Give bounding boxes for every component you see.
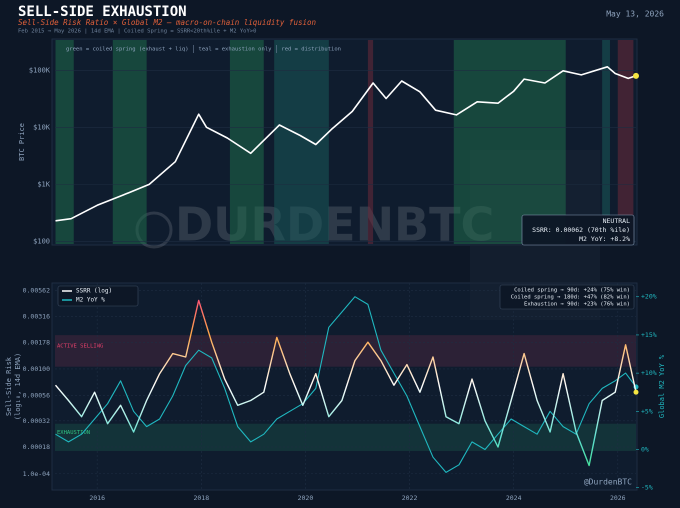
y-tick-label: 0.00316 [23,313,50,321]
zone [55,335,636,367]
y-tick-label: 0.00018 [23,443,50,451]
x-tick-label: 2022 [402,494,418,502]
y-tick-label: 0.00056 [23,391,50,399]
price-line [55,66,637,222]
y2-tick-label: -5% [641,484,653,492]
status-text: M2 YoY: +8.2% [579,235,630,243]
regime-span [274,40,329,244]
regime-span [367,40,374,244]
status-text: NEUTRAL [603,217,630,225]
regime-span [602,40,610,244]
y-tick-label: 0.00032 [23,417,50,425]
regime-key: teal = exhaustion only [199,47,273,53]
note: Feb 2015 → May 2026 | 14d EMA | Coiled S… [18,29,256,35]
ssrr-line [54,299,637,467]
y2-tick-label: +5% [641,407,653,415]
stats-text: Coiled spring → 90d: +24% (75% win) [514,288,630,294]
y-tick-label: $10K [33,123,51,131]
y-tick-label: $100K [29,66,51,74]
watermark: DURDENBTC [175,198,494,252]
y2-tick-label: +10% [641,369,657,377]
y-axis-title: (log₁₀, 14d EMA) [14,353,22,420]
y-tick-label: 0.00562 [23,286,50,294]
regime-span [453,40,566,244]
stats-box [499,284,635,310]
zone-label: EXHAUSTION [57,430,90,436]
regime-span [55,40,74,244]
zone [55,423,636,451]
date: May 13, 2026 [606,10,664,19]
y2-tick-label: +20% [641,293,657,301]
credit: @DurdenBTC [584,478,632,487]
y-axis-title: BTC Price [18,123,26,161]
status-box [521,214,635,246]
legend-box [57,285,139,307]
x-tick-label: 2024 [506,494,522,502]
current-marker [633,389,639,395]
y-tick-label: 1.0e-04 [23,470,50,478]
regime-span [112,40,147,244]
x-tick-label: 2020 [298,494,314,502]
stats-text: Exhaustion → 90d: +23% (76% win) [524,302,630,308]
y-tick-label: $100 [33,237,50,245]
current-marker [633,72,639,79]
y-tick-label: 0.00100 [23,365,50,373]
m2-line [55,296,637,473]
x-tick-label: 2016 [89,494,105,502]
y2-axis-title: Global M2 YoY % [658,354,666,418]
regime-key: red = distribution [281,47,341,53]
regime-span [229,40,264,244]
regime-span [617,40,634,244]
legend-label: M2 YoY % [76,297,105,304]
status-text: SSRR: 0.00062 (70th %ile) [532,226,630,234]
y2-tick-label: 0% [641,446,649,454]
zone-label: ACTIVE SELLING [57,343,103,349]
title: SELL-SIDE EXHAUSTION [18,4,187,20]
y-axis-title: Sell-Side Risk [5,356,13,416]
stats-text: Coiled spring → 180d: +47% (82% win) [511,295,630,301]
y2-tick-label: +15% [641,331,657,339]
x-tick-label: 2026 [610,494,626,502]
regime-key: green = coiled spring (exhaust + liq) [66,47,189,53]
x-tick-label: 2018 [193,494,209,502]
y-tick-label: $1K [37,180,50,188]
y-tick-label: 0.00178 [23,339,50,347]
subtitle: Sell-Side Risk Ratio × Global M2 — macro… [18,18,316,27]
legend-label: SSRR (log) [76,288,112,295]
